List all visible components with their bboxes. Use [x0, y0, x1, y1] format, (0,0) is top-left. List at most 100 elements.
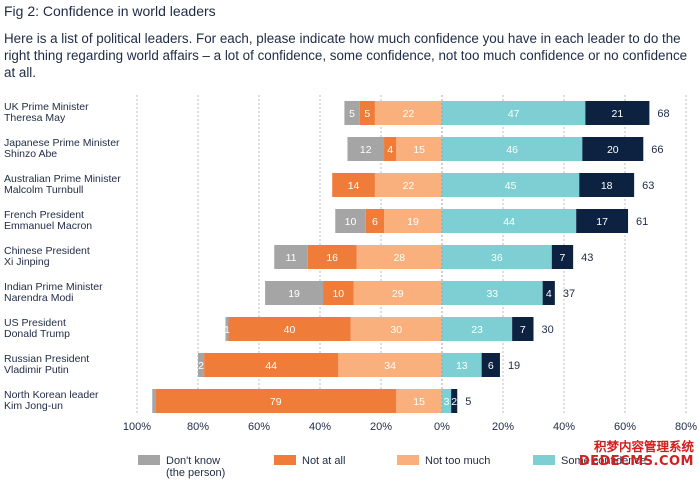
- bar-segment: [442, 353, 482, 377]
- x-tick-label: 40%: [309, 421, 331, 433]
- legend-label: (the person): [166, 467, 225, 479]
- bar-segment: [155, 389, 397, 413]
- bar-segment: [365, 209, 385, 233]
- segment-value-label: 11: [286, 252, 297, 264]
- bar-segment: [442, 389, 452, 413]
- segment-value-label: 5: [364, 108, 370, 120]
- total-value-label: 5: [465, 396, 471, 408]
- segment-value-label: 17: [596, 216, 608, 228]
- x-tick-label: 60%: [248, 421, 270, 433]
- bar-segment: [198, 353, 205, 377]
- bar-segment: [512, 317, 534, 341]
- category-label-line-2: Kim Jong-un: [4, 400, 63, 412]
- legend-swatch: [138, 455, 160, 465]
- segment-value-label: 30: [390, 324, 402, 336]
- segment-value-label: 14: [348, 180, 360, 192]
- bar-segment: [265, 281, 324, 305]
- bar-segment: [579, 173, 635, 197]
- bar-segment: [359, 101, 375, 125]
- total-value-label: 66: [651, 144, 663, 156]
- segment-value-label: 10: [345, 216, 357, 228]
- segment-value-label: 34: [384, 360, 396, 372]
- segment-value-label: 28: [393, 252, 405, 264]
- bar-segment: [451, 389, 458, 413]
- segment-value-label: 4: [387, 144, 393, 156]
- total-value-label: 68: [657, 108, 669, 120]
- segment-value-label: 15: [413, 396, 425, 408]
- segment-value-label: 21: [612, 108, 624, 120]
- category-label-line-1: Japanese Prime Minister: [4, 137, 120, 149]
- total-value-label: 43: [581, 252, 593, 264]
- segment-value-label: 2: [451, 396, 457, 408]
- segment-value-label: 18: [601, 180, 613, 192]
- total-value-label: 61: [636, 216, 648, 228]
- segment-value-label: 19: [288, 288, 300, 300]
- segment-value-label: 20: [607, 144, 619, 156]
- bar-segment: [442, 137, 583, 161]
- segment-value-label: 15: [413, 144, 425, 156]
- category-label-line-2: Theresa May: [4, 112, 66, 124]
- segment-value-label: 40: [284, 324, 296, 336]
- bar-segment: [481, 353, 500, 377]
- watermark-line-1: 积梦内容管理系统: [593, 439, 694, 454]
- segment-value-label: 44: [503, 216, 515, 228]
- total-value-label: 37: [563, 288, 575, 300]
- category-label-line-1: Australian Prime Minister: [4, 173, 121, 185]
- bar-segment: [442, 245, 552, 269]
- category-label-line-2: Malcolm Turnbull: [4, 184, 83, 196]
- category-label-line-2: Donald Trump: [4, 328, 70, 340]
- bar-segment: [542, 281, 555, 305]
- legend-swatch: [274, 455, 296, 465]
- segment-value-label: 1: [224, 324, 230, 336]
- x-tick-label: 60%: [614, 421, 636, 433]
- x-tick-label: 20%: [370, 421, 392, 433]
- bar-segment: [356, 245, 442, 269]
- bar-segment: [442, 281, 543, 305]
- segment-value-label: 33: [486, 288, 498, 300]
- bar-segment: [442, 101, 586, 125]
- segment-value-label: 47: [508, 108, 520, 120]
- legend-swatch: [397, 455, 419, 465]
- legend-label: Don't know: [166, 455, 220, 467]
- segment-value-label: 29: [392, 288, 404, 300]
- category-label-line-2: Vladimir Putin: [4, 364, 69, 376]
- segment-value-label: 3: [444, 396, 450, 408]
- category-label-line-2: Emmanuel Macron: [4, 220, 92, 232]
- bar-segment: [353, 281, 442, 305]
- bar-segment: [442, 209, 577, 233]
- segment-value-label: 46: [506, 144, 518, 156]
- segment-value-label: 5: [349, 108, 355, 120]
- total-value-label: 63: [642, 180, 654, 192]
- watermark: 积梦内容管理系统 DEDECMS.COM: [579, 439, 694, 469]
- segment-value-label: 19: [407, 216, 419, 228]
- segment-value-label: 12: [360, 144, 372, 156]
- bar-segment: [442, 173, 580, 197]
- bar-segment: [152, 389, 156, 413]
- bar-segment: [332, 173, 375, 197]
- bar-segment: [344, 101, 360, 125]
- bar-segment: [335, 209, 366, 233]
- segment-value-label: 13: [456, 360, 468, 372]
- category-label-line-1: Indian Prime Minister: [4, 281, 103, 293]
- segment-value-label: 79: [270, 396, 282, 408]
- x-tick-label: 80%: [675, 421, 697, 433]
- bar-segment: [307, 245, 357, 269]
- segment-value-label: 36: [491, 252, 503, 264]
- segment-value-label: 2: [198, 360, 204, 372]
- category-label-line-2: Narendra Modi: [4, 292, 73, 304]
- figure-subtitle: Here is a list of political leaders. For…: [4, 31, 688, 80]
- legend-label: Not too much: [425, 455, 490, 467]
- segment-value-label: 44: [265, 360, 277, 372]
- segment-value-label: 4: [546, 288, 552, 300]
- bar-segment: [551, 245, 574, 269]
- x-tick-label: 20%: [492, 421, 514, 433]
- segment-value-label: 6: [372, 216, 378, 228]
- x-tick-label: 80%: [187, 421, 209, 433]
- category-label-line-1: Chinese President: [4, 245, 90, 257]
- x-tick-label: 100%: [123, 421, 151, 433]
- category-label-line-1: North Korean leader: [4, 389, 99, 401]
- segment-value-label: 10: [332, 288, 344, 300]
- category-label-line-2: Xi Jinping: [4, 256, 50, 268]
- bar-segment: [347, 137, 385, 161]
